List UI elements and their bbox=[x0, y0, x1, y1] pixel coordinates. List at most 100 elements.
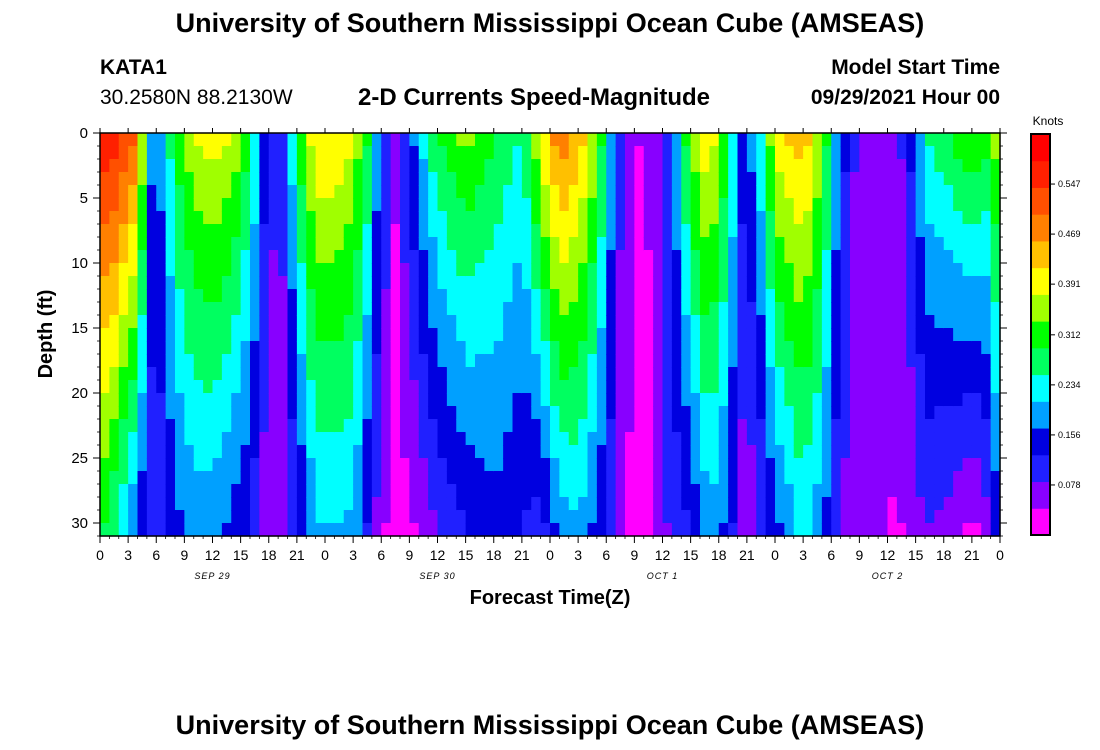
heatmap-cell bbox=[100, 367, 110, 381]
heatmap-cell bbox=[381, 237, 392, 251]
heatmap-cell bbox=[887, 172, 898, 186]
heatmap-cell bbox=[990, 315, 1001, 329]
heatmap-cell bbox=[850, 497, 860, 511]
heatmap-cell bbox=[531, 380, 542, 394]
heatmap-cell bbox=[953, 172, 964, 186]
heatmap-cell bbox=[821, 471, 832, 485]
heatmap-cell bbox=[428, 419, 439, 433]
heatmap-cell bbox=[306, 315, 317, 329]
heatmap-cell bbox=[343, 523, 354, 537]
heatmap-cell bbox=[362, 237, 373, 251]
heatmap-cell bbox=[231, 406, 242, 420]
heatmap-cell bbox=[550, 172, 560, 186]
heatmap-cell bbox=[925, 484, 935, 498]
heatmap-cell bbox=[653, 133, 664, 147]
heatmap-cell bbox=[568, 380, 579, 394]
heatmap-cell bbox=[503, 523, 514, 537]
heatmap-cell bbox=[446, 302, 457, 316]
heatmap-cell bbox=[615, 484, 626, 498]
heatmap-cell bbox=[850, 510, 860, 524]
heatmap-cell bbox=[240, 250, 251, 264]
heatmap-cell bbox=[662, 510, 673, 524]
heatmap-cell bbox=[371, 250, 382, 264]
heatmap-cell bbox=[671, 367, 682, 381]
heatmap-cell bbox=[503, 510, 514, 524]
heatmap-cell bbox=[493, 198, 504, 212]
heatmap-cell bbox=[981, 367, 992, 381]
x-tick-label: 21 bbox=[289, 547, 305, 563]
heatmap-cell bbox=[737, 224, 748, 238]
heatmap-cell bbox=[887, 484, 898, 498]
heatmap-cell bbox=[981, 146, 992, 160]
heatmap-cell bbox=[840, 432, 851, 446]
heatmap-cell bbox=[784, 198, 795, 212]
heatmap-cell bbox=[146, 432, 157, 446]
heatmap-cell bbox=[990, 510, 1001, 524]
heatmap-cell bbox=[343, 367, 354, 381]
heatmap-cell bbox=[465, 406, 476, 420]
heatmap-cell bbox=[371, 523, 382, 537]
heatmap-cell bbox=[765, 341, 776, 355]
heatmap-cell bbox=[990, 224, 1001, 238]
heatmap-cell bbox=[456, 198, 467, 212]
heatmap-cell bbox=[943, 393, 954, 407]
heatmap-cell bbox=[587, 172, 598, 186]
heatmap-cell bbox=[521, 458, 532, 472]
heatmap-cell bbox=[887, 185, 898, 199]
heatmap-cell bbox=[681, 432, 692, 446]
heatmap-cell bbox=[503, 341, 514, 355]
heatmap-cell bbox=[418, 458, 429, 472]
heatmap-cell bbox=[353, 510, 364, 524]
heatmap-cell bbox=[784, 185, 795, 199]
heatmap-cell bbox=[240, 341, 251, 355]
heatmap-cell bbox=[428, 146, 439, 160]
heatmap-cell bbox=[278, 198, 289, 212]
heatmap-cell bbox=[784, 289, 795, 303]
heatmap-cell bbox=[915, 406, 926, 420]
heatmap-cell bbox=[550, 341, 560, 355]
heatmap-cell bbox=[578, 302, 589, 316]
heatmap-cell bbox=[728, 185, 739, 199]
heatmap-cell bbox=[878, 289, 889, 303]
heatmap-cell bbox=[868, 276, 879, 290]
heatmap-cell bbox=[756, 224, 767, 238]
heatmap-cell bbox=[700, 367, 710, 381]
heatmap-cell bbox=[306, 523, 317, 537]
heatmap-cell bbox=[962, 393, 973, 407]
heatmap-cell bbox=[137, 471, 148, 485]
heatmap-cell bbox=[390, 315, 401, 329]
heatmap-cell bbox=[653, 159, 664, 173]
heatmap-cell bbox=[268, 458, 279, 472]
heatmap-cell bbox=[643, 484, 654, 498]
heatmap-cell bbox=[146, 263, 157, 277]
heatmap-cell bbox=[128, 380, 139, 394]
heatmap-cell bbox=[925, 354, 935, 368]
heatmap-cell bbox=[193, 185, 204, 199]
colorbar-tick-label: 0.078 bbox=[1058, 480, 1081, 490]
heatmap-cell bbox=[437, 315, 448, 329]
heatmap-cell bbox=[625, 484, 635, 498]
heatmap-cell bbox=[109, 393, 120, 407]
heatmap-cell bbox=[278, 406, 289, 420]
heatmap-cell bbox=[850, 367, 860, 381]
heatmap-cell bbox=[362, 458, 373, 472]
heatmap-cell bbox=[671, 484, 682, 498]
heatmap-cell bbox=[512, 432, 523, 446]
heatmap-cell bbox=[259, 315, 270, 329]
heatmap-cell bbox=[578, 367, 589, 381]
heatmap-cell bbox=[371, 497, 382, 511]
heatmap-cell bbox=[343, 419, 354, 433]
heatmap-cell bbox=[953, 341, 964, 355]
heatmap-cell bbox=[428, 380, 439, 394]
heatmap-cell bbox=[812, 146, 823, 160]
heatmap-cell bbox=[268, 497, 279, 511]
heatmap-cell bbox=[465, 172, 476, 186]
heatmap-cell bbox=[493, 224, 504, 238]
heatmap-cell bbox=[250, 185, 260, 199]
heatmap-cell bbox=[128, 432, 139, 446]
heatmap-cell bbox=[493, 341, 504, 355]
heatmap-cell bbox=[184, 367, 195, 381]
heatmap-cell bbox=[550, 393, 560, 407]
heatmap-cell bbox=[896, 393, 907, 407]
heatmap-cell bbox=[231, 458, 242, 472]
